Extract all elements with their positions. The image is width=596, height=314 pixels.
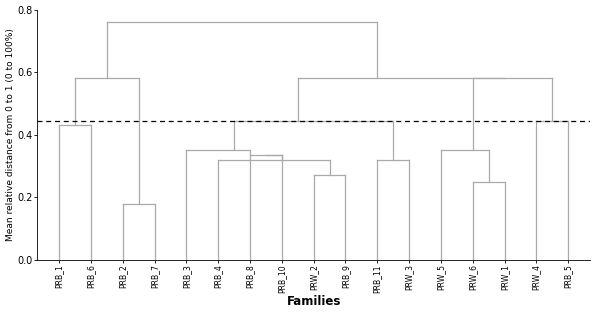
X-axis label: Families: Families <box>287 295 341 308</box>
Y-axis label: Mean relative distance from 0 to 1 (0 to 100%): Mean relative distance from 0 to 1 (0 to… <box>5 28 14 241</box>
